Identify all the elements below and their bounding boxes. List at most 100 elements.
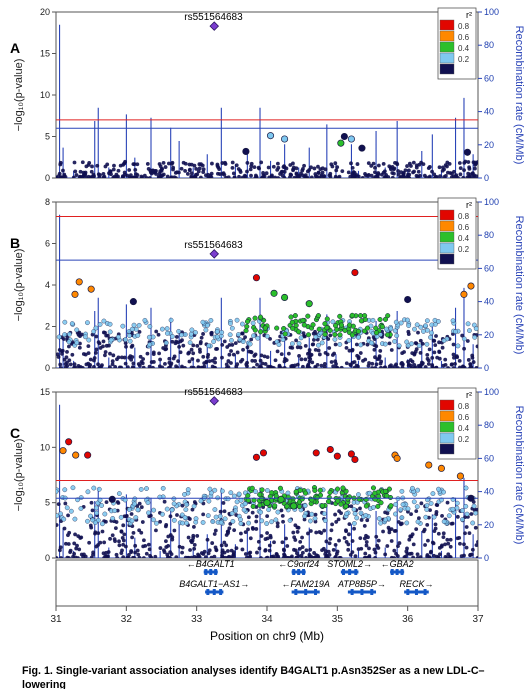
assoc-point [267, 132, 273, 138]
right-tick-label: 60 [484, 453, 494, 463]
left-tick-label: 6 [45, 239, 50, 249]
right-tick-label: 60 [484, 73, 494, 83]
right-tick-label: 0 [484, 553, 489, 563]
assoc-point [359, 145, 365, 151]
right-tick-label: 20 [484, 520, 494, 530]
gene-exon [214, 569, 217, 575]
left-tick-label: 2 [45, 322, 50, 332]
x-axis-title: Position on chr9 (Mb) [210, 629, 324, 643]
assoc-point [352, 269, 358, 275]
gene-label: ATP8B5P→ [337, 579, 386, 589]
figure-caption: Fig. 1. Single-variant association analy… [22, 664, 512, 689]
right-tick-label: 100 [484, 7, 499, 17]
legend-swatch [440, 210, 454, 220]
index-variant-diamond [210, 250, 218, 258]
assoc-point [457, 473, 463, 479]
assoc-point [352, 456, 358, 462]
highlight-points [72, 269, 474, 307]
legend-value: 0.4 [458, 44, 470, 53]
gene-label: B4GALT1−AS1→ [179, 579, 249, 589]
legend-swatch [440, 422, 454, 432]
legend-value: 0.2 [458, 245, 470, 254]
left-tick-label: 10 [40, 90, 50, 100]
assoc-point [253, 275, 259, 281]
assoc-point [306, 300, 312, 306]
r2-legend: r²0.80.60.40.2 [438, 388, 476, 459]
panel-B: 02468020406080100rs551564683−log₁₀(p-val… [13, 197, 525, 373]
assoc-point [281, 136, 287, 142]
locuszoom-figure: 05101520020406080100rs551564683−log₁₀(p-… [0, 0, 529, 650]
gene-exon [396, 569, 399, 575]
legend-swatch [440, 400, 454, 410]
assoc-point [88, 286, 94, 292]
left-tick-label: 0 [45, 363, 50, 373]
assoc-point [438, 465, 444, 471]
right-tick-label: 40 [484, 297, 494, 307]
left-axis-title: −log₁₀(p-value) [13, 439, 25, 512]
right-tick-label: 100 [484, 197, 499, 207]
gene-exon [348, 569, 351, 575]
legend-swatch [440, 53, 454, 63]
legend-title: r² [466, 390, 472, 400]
left-tick-label: 0 [45, 553, 50, 563]
assoc-point [291, 503, 297, 509]
assoc-point [334, 453, 340, 459]
gene-exon [370, 589, 373, 595]
assoc-point [76, 279, 82, 285]
x-tick-label: 33 [191, 614, 203, 625]
gene-exon [406, 589, 409, 595]
index-variant-label: rs551564683 [184, 12, 243, 23]
legend-value: 0.2 [458, 435, 470, 444]
right-tick-label: 0 [484, 173, 489, 183]
panel-C: 051015020406080100rs551564683−log₁₀(p-va… [13, 387, 525, 563]
gene-exon [206, 589, 209, 595]
legend-swatch [440, 232, 454, 242]
assoc-point [130, 298, 136, 304]
gene-label: ←C9orf24 [278, 559, 319, 569]
legend-value: 0.8 [458, 212, 470, 221]
legend-swatch [440, 221, 454, 231]
assoc-point [65, 439, 71, 445]
gene-label: RECK→ [399, 579, 433, 589]
legend-swatch [440, 254, 454, 264]
assoc-point [60, 447, 66, 453]
legend-swatch [440, 243, 454, 253]
page-root: A B C 05101520020406080100rs551564683−lo… [0, 0, 529, 689]
assoc-point [281, 294, 287, 300]
legend-swatch [440, 31, 454, 41]
highlight-points [243, 69, 471, 156]
legend-swatch [440, 64, 454, 74]
legend-value: 0.2 [458, 55, 470, 64]
x-axis: 31323334353637Position on chr9 (Mb) [50, 606, 484, 643]
right-axis-title: Recombination rate (cM/Mb) [513, 26, 525, 165]
assoc-point [348, 136, 354, 142]
x-tick-label: 32 [121, 614, 133, 625]
legend-value: 0.6 [458, 33, 470, 42]
left-tick-label: 10 [40, 442, 50, 452]
legend-swatch [440, 411, 454, 421]
right-tick-label: 80 [484, 230, 494, 240]
legend-swatch [440, 20, 454, 30]
left-tick-label: 20 [40, 7, 50, 17]
background-points [56, 313, 480, 370]
right-tick-label: 20 [484, 330, 494, 340]
gene-label: STOML2→ [327, 559, 372, 569]
left-tick-label: 4 [45, 280, 50, 290]
right-tick-label: 80 [484, 420, 494, 430]
gene-exon [204, 569, 207, 575]
legend-value: 0.6 [458, 413, 470, 422]
index-variant-label: rs551564683 [184, 387, 243, 398]
r2-legend: r²0.80.60.40.2 [438, 8, 476, 79]
assoc-point [72, 452, 78, 458]
assoc-point [341, 133, 347, 139]
left-tick-label: 15 [40, 49, 50, 59]
gene-exon [354, 569, 357, 575]
gene-exon [209, 569, 212, 575]
recombination-series [56, 405, 478, 558]
gene-exon [304, 589, 307, 595]
assoc-point [404, 296, 410, 302]
assoc-point [468, 283, 474, 289]
gene-exon [342, 569, 345, 575]
assoc-point [271, 290, 277, 296]
right-tick-label: 60 [484, 263, 494, 273]
